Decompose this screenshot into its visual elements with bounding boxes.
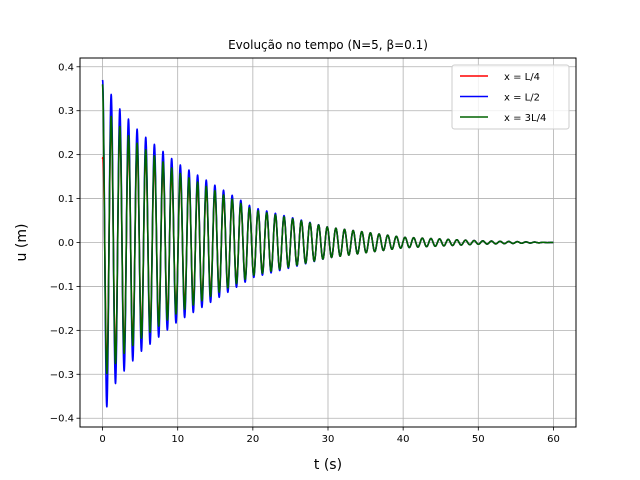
legend-label: x = 3L/4 xyxy=(504,113,546,124)
y-tick-label: 0.1 xyxy=(58,194,74,205)
legend: x = L/4 x = L/2 x = 3L/4 xyxy=(451,64,570,130)
legend-label: x = L/2 xyxy=(504,93,540,104)
y-tick-label: 0.4 xyxy=(58,62,74,73)
plot-area xyxy=(101,79,555,408)
legend-box xyxy=(451,64,570,130)
y-tick-label: 0.2 xyxy=(58,150,74,161)
y-tick-label: −0.1 xyxy=(50,282,74,293)
y-tick-label: 0.3 xyxy=(58,106,74,117)
y-tick-label: −0.2 xyxy=(50,326,74,337)
series-line xyxy=(101,84,555,375)
x-tick-label: 30 xyxy=(322,434,335,445)
x-tick-label: 10 xyxy=(171,434,184,445)
x-tick-label: 20 xyxy=(246,434,259,445)
x-tick-label: 0 xyxy=(99,434,105,445)
legend-label: x = L/4 xyxy=(504,72,540,83)
y-axis-label: u (m) xyxy=(14,224,30,262)
grid-layer xyxy=(80,58,576,427)
y-tick-label: −0.3 xyxy=(50,370,74,381)
x-tick-label: 40 xyxy=(397,434,410,445)
x-tick-label: 60 xyxy=(547,434,560,445)
chart-title: Evolução no tempo (N=5, β=0.1) xyxy=(228,38,428,52)
y-tick-label: 0.0 xyxy=(58,238,74,249)
x-axis-label: t (s) xyxy=(314,457,342,473)
ticks-layer: 0 10 20 30 40 50 60 −0.4 −0.3 −0.2 −0.1 0.0 0.1 0.2 0.… xyxy=(50,62,560,445)
y-tick-label: −0.4 xyxy=(50,414,74,425)
x-tick-label: 50 xyxy=(472,434,485,445)
